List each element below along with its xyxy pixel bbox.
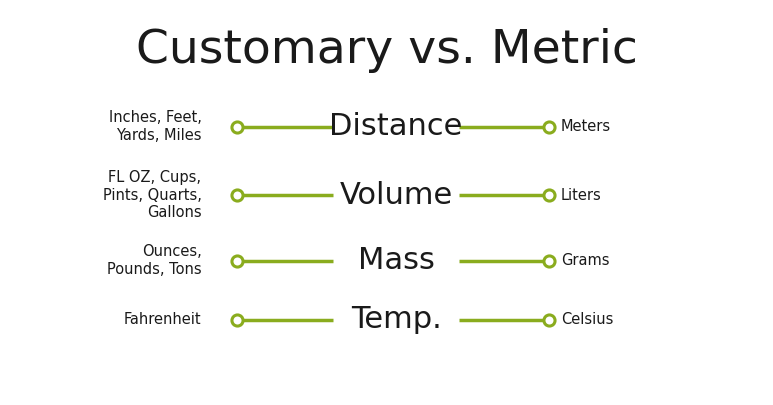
Text: Inches, Feet,
Yards, Miles: Inches, Feet, Yards, Miles — [108, 111, 202, 143]
Text: Volume: Volume — [339, 181, 453, 210]
Text: Celsius: Celsius — [561, 312, 613, 327]
Text: Ounces,
Pounds, Tons: Ounces, Pounds, Tons — [107, 245, 202, 277]
Text: Liters: Liters — [561, 188, 601, 202]
Text: Mass: Mass — [358, 246, 434, 275]
Text: Distance: Distance — [329, 112, 463, 141]
Text: Fahrenheit: Fahrenheit — [124, 312, 202, 327]
Text: FL OZ, Cups,
Pints, Quarts,
Gallons: FL OZ, Cups, Pints, Quarts, Gallons — [103, 170, 202, 220]
Text: Customary vs. Metric: Customary vs. Metric — [135, 28, 638, 73]
Text: Meters: Meters — [561, 119, 611, 134]
Text: Grams: Grams — [561, 253, 609, 268]
Text: Temp.: Temp. — [351, 305, 441, 335]
